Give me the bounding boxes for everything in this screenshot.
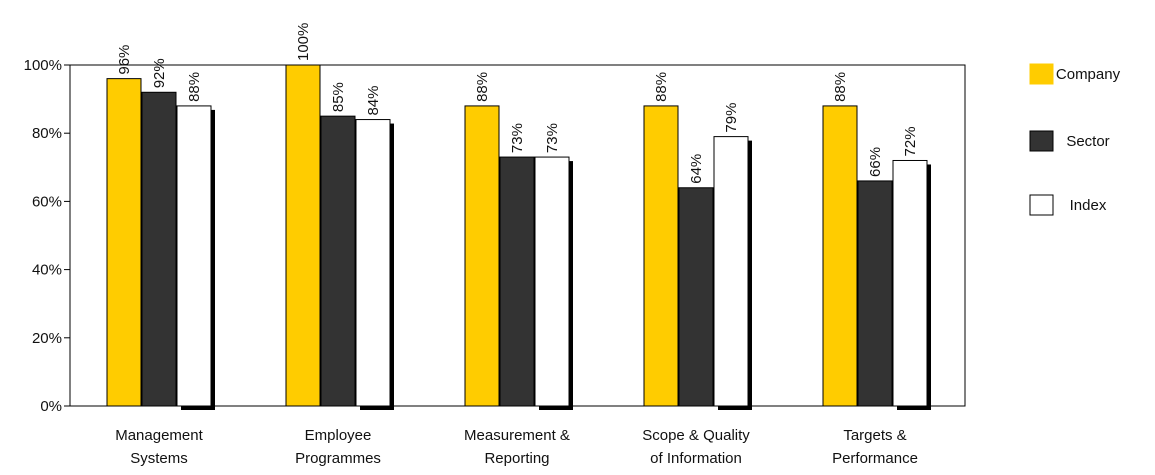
data-label: 88%: [832, 72, 849, 102]
data-label: 64%: [688, 154, 705, 184]
x-category-label: Measurement &: [464, 427, 570, 444]
bar-company: [285, 64, 321, 407]
y-tick-label: 40%: [32, 262, 62, 279]
y-tick-label: 100%: [24, 57, 62, 74]
y-tick-label: 60%: [32, 193, 62, 210]
x-category-label: Scope & Quality: [642, 427, 750, 444]
x-category-label: Systems: [130, 450, 188, 467]
x-axis: Management Systems Employee Programmes Measu…: [115, 427, 918, 467]
legend-label: Index: [1070, 197, 1107, 214]
bar-sector: [499, 156, 535, 407]
data-label: 66%: [867, 147, 884, 177]
y-tick-label: 0%: [40, 398, 62, 415]
legend-label: Company: [1056, 66, 1121, 83]
x-category-label: Reporting: [484, 450, 549, 467]
x-category-label: of Information: [650, 450, 742, 467]
bar-index: [892, 159, 928, 407]
bar-company: [643, 105, 679, 407]
bar-company: [822, 105, 858, 407]
bar-index: [355, 119, 391, 407]
bar-sector: [857, 180, 893, 407]
bar-index: [176, 105, 212, 407]
data-label: 72%: [902, 126, 919, 156]
data-label: 73%: [544, 123, 561, 153]
legend-swatch-index: [1029, 194, 1054, 216]
bar-company: [464, 105, 500, 407]
data-label: 88%: [474, 72, 491, 102]
x-category-label: Programmes: [295, 450, 381, 467]
legend: Company Sector Index: [1029, 63, 1121, 216]
data-label: 92%: [151, 58, 168, 88]
bar-index: [534, 156, 570, 407]
y-axis: 0% 20% 40% 60% 80% 100%: [24, 57, 70, 415]
x-category-label: Performance: [832, 450, 918, 467]
legend-swatch-company: [1029, 63, 1054, 85]
x-category-label: Employee: [305, 427, 372, 444]
data-label: 79%: [723, 103, 740, 133]
x-category-label: Targets &: [843, 427, 906, 444]
data-label: 84%: [365, 86, 382, 116]
bar-group: [106, 64, 931, 411]
legend-swatch-sector: [1029, 130, 1054, 152]
y-tick-label: 80%: [32, 125, 62, 142]
data-label: 100%: [295, 23, 312, 61]
data-label: 73%: [509, 123, 526, 153]
data-label: 88%: [653, 72, 670, 102]
bar-sector: [141, 91, 177, 407]
x-category-label: Management: [115, 427, 203, 444]
y-tick-label: 20%: [32, 330, 62, 347]
data-label: 96%: [116, 45, 133, 75]
data-label: 88%: [186, 72, 203, 102]
bar-index: [713, 136, 749, 407]
bar-company: [106, 78, 142, 407]
legend-label: Sector: [1066, 133, 1109, 150]
bar-sector: [678, 187, 714, 407]
data-label: 85%: [330, 82, 347, 112]
bar-sector: [320, 115, 356, 407]
data-labels: 96% 92% 88% 100% 85% 84% 88% 73% 73% 88% 64% 79% 88%…: [116, 23, 919, 184]
